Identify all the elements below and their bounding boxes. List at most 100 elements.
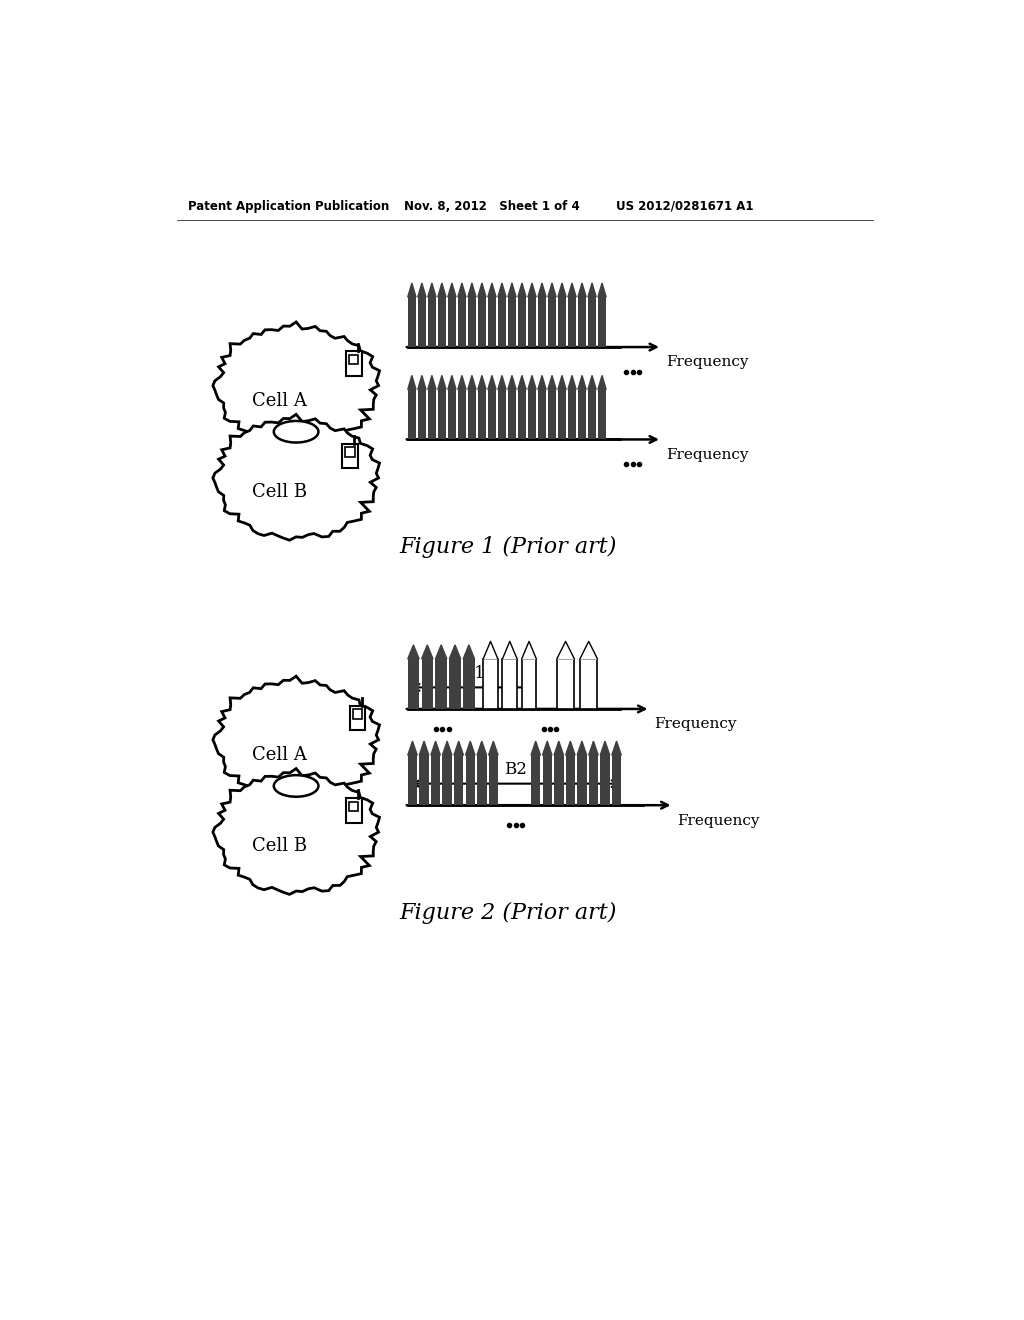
Bar xyxy=(508,297,516,347)
Bar xyxy=(554,755,563,805)
Bar xyxy=(345,447,354,457)
Bar xyxy=(508,389,516,440)
Polygon shape xyxy=(477,741,486,755)
Polygon shape xyxy=(528,375,537,389)
Polygon shape xyxy=(447,375,456,389)
Bar xyxy=(598,297,606,347)
Bar xyxy=(342,444,357,469)
Bar xyxy=(419,755,429,805)
Bar xyxy=(538,389,546,440)
Text: B1: B1 xyxy=(462,665,484,682)
Polygon shape xyxy=(419,741,429,755)
Bar xyxy=(498,297,506,347)
Polygon shape xyxy=(422,645,433,659)
Text: B2: B2 xyxy=(504,762,527,779)
Bar xyxy=(428,297,436,347)
Polygon shape xyxy=(611,741,622,755)
Polygon shape xyxy=(428,282,436,297)
Bar xyxy=(450,659,461,709)
Bar xyxy=(557,659,574,709)
Bar xyxy=(435,659,446,709)
Polygon shape xyxy=(498,375,506,389)
Polygon shape xyxy=(589,741,598,755)
Bar xyxy=(568,297,577,347)
PathPatch shape xyxy=(213,322,380,447)
Polygon shape xyxy=(498,282,506,297)
Bar xyxy=(488,755,498,805)
Ellipse shape xyxy=(273,421,318,442)
PathPatch shape xyxy=(213,676,380,803)
Text: Cell B: Cell B xyxy=(252,837,307,855)
Polygon shape xyxy=(408,282,416,297)
Polygon shape xyxy=(458,282,466,297)
Bar xyxy=(431,755,440,805)
Polygon shape xyxy=(487,375,496,389)
Polygon shape xyxy=(598,282,606,297)
Bar xyxy=(346,799,361,822)
PathPatch shape xyxy=(213,768,380,895)
Polygon shape xyxy=(578,375,586,389)
Polygon shape xyxy=(418,282,426,297)
Bar xyxy=(558,389,566,440)
Polygon shape xyxy=(487,282,496,297)
Bar xyxy=(350,706,366,730)
Bar xyxy=(568,389,577,440)
Bar xyxy=(408,389,416,440)
Bar xyxy=(598,389,606,440)
Bar xyxy=(408,659,419,709)
Polygon shape xyxy=(503,642,517,659)
Polygon shape xyxy=(557,642,574,659)
Polygon shape xyxy=(466,741,475,755)
Polygon shape xyxy=(558,282,566,297)
Polygon shape xyxy=(518,375,526,389)
Bar xyxy=(408,297,416,347)
Bar xyxy=(588,297,596,347)
Bar xyxy=(578,389,586,440)
Bar xyxy=(466,755,475,805)
Bar xyxy=(580,659,597,709)
Bar xyxy=(498,389,506,440)
Bar xyxy=(438,389,446,440)
Bar xyxy=(548,389,556,440)
Bar xyxy=(477,755,486,805)
Bar xyxy=(483,659,498,709)
Polygon shape xyxy=(600,741,609,755)
Polygon shape xyxy=(531,741,541,755)
Bar xyxy=(353,709,362,718)
Polygon shape xyxy=(442,741,452,755)
Bar xyxy=(521,659,537,709)
Bar xyxy=(528,297,537,347)
Polygon shape xyxy=(578,741,587,755)
Bar xyxy=(578,297,586,347)
Text: Nov. 8, 2012   Sheet 1 of 4: Nov. 8, 2012 Sheet 1 of 4 xyxy=(403,199,580,213)
Bar xyxy=(349,355,358,364)
Bar xyxy=(518,297,526,347)
Polygon shape xyxy=(508,282,516,297)
Polygon shape xyxy=(435,645,446,659)
Bar xyxy=(468,389,476,440)
Text: Figure 2 (Prior art): Figure 2 (Prior art) xyxy=(399,902,616,924)
Polygon shape xyxy=(588,375,596,389)
Text: Frequency: Frequency xyxy=(654,717,736,731)
Text: Frequency: Frequency xyxy=(677,813,760,828)
Polygon shape xyxy=(565,741,575,755)
Polygon shape xyxy=(428,375,436,389)
Polygon shape xyxy=(478,375,486,389)
PathPatch shape xyxy=(213,414,380,540)
Bar xyxy=(487,389,496,440)
Bar xyxy=(458,389,466,440)
Text: Cell A: Cell A xyxy=(252,392,306,411)
Polygon shape xyxy=(478,282,486,297)
Polygon shape xyxy=(518,282,526,297)
Bar xyxy=(528,389,537,440)
Bar xyxy=(531,755,541,805)
Bar xyxy=(408,755,417,805)
Bar xyxy=(565,755,575,805)
Polygon shape xyxy=(468,282,476,297)
Polygon shape xyxy=(458,375,466,389)
Bar xyxy=(442,755,452,805)
Bar xyxy=(418,389,426,440)
Polygon shape xyxy=(488,741,498,755)
Polygon shape xyxy=(468,375,476,389)
Bar xyxy=(468,297,476,347)
